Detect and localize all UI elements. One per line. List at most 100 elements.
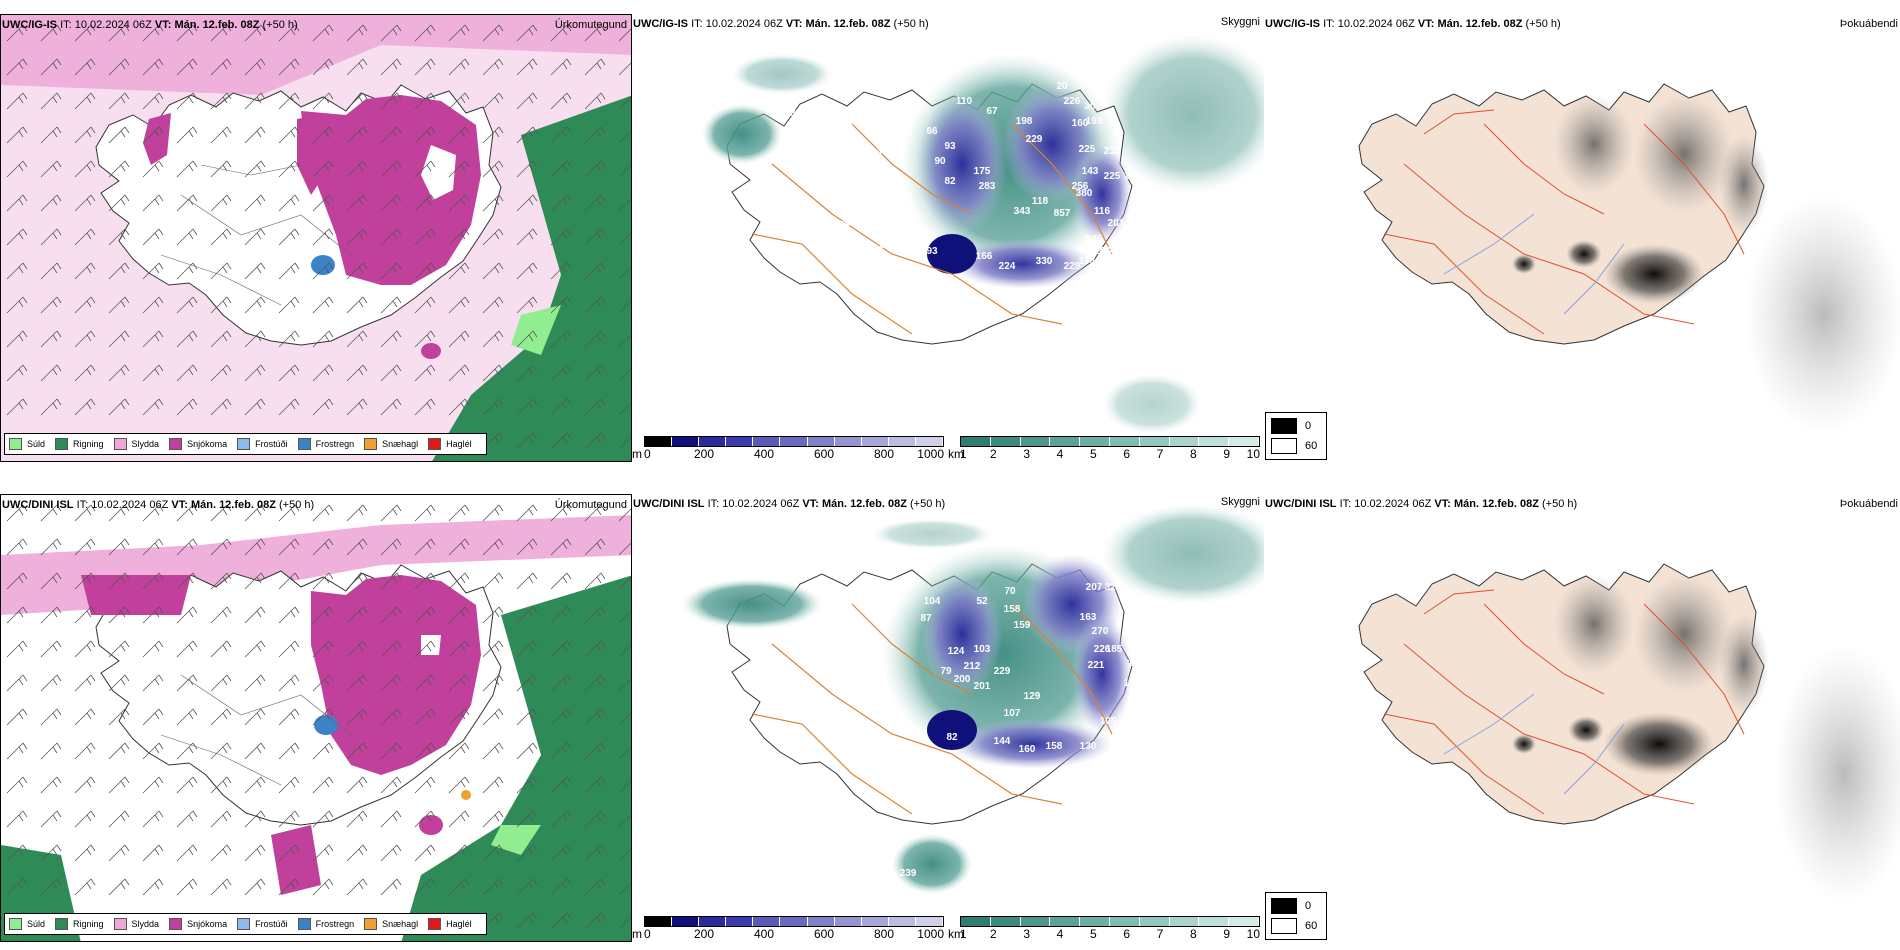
colorbar-cell <box>699 437 727 446</box>
legend-item-frostudi: Frostúði <box>237 918 288 930</box>
colorbar-tick-label: 10 <box>1246 927 1260 941</box>
cloud-top-label: 163 <box>1080 612 1097 623</box>
cloud-top-label: 160 <box>1019 744 1036 755</box>
precip-type-panel-row1: UWC/IG-IS IT: 10.02.2024 06Z VT: Mán. 12… <box>0 14 632 462</box>
cloud-top-label: 164 <box>1128 658 1145 669</box>
colorbar-cell <box>888 917 916 926</box>
cloud-top-label: 144 <box>994 736 1011 747</box>
cloud-top-label: 364 <box>784 634 801 645</box>
cloud-top-label: 224 <box>999 261 1016 272</box>
cloud-top-label: 119 <box>1124 171 1141 182</box>
colorbar-cell <box>1080 437 1110 446</box>
colorbar-tick-label: 1000 <box>917 927 944 941</box>
colorbar-tick-label: 4 <box>1056 447 1064 461</box>
cloud-top-label: 151 <box>1164 654 1181 665</box>
colorbar-tick-label: 400 <box>753 927 775 941</box>
colorbar-tick-label: 800 <box>873 447 895 461</box>
colorbar-tick-label: 0 <box>644 927 651 941</box>
cloud-top-label: 110 <box>956 96 973 107</box>
cloud-top-label: 229 <box>1026 134 1043 145</box>
colorbar-tick-label: 200 <box>693 927 715 941</box>
cloud-top-label: 175 <box>974 166 991 177</box>
colorbar-cell <box>1080 917 1110 926</box>
colorbar-cell <box>780 917 808 926</box>
colorbar-tick-label: 1 <box>960 447 967 461</box>
cloud-top-label: 158 <box>1046 741 1063 752</box>
precip-map-row1 <box>1 15 631 461</box>
cloud-top-label: 225 <box>1079 144 1096 155</box>
cloud-top-label: 20 <box>1056 81 1068 92</box>
cloud-top-label: 221 <box>1088 660 1105 671</box>
panel-title: UWC/IG-IS IT: 10.02.2024 06Z VT: Mán. 12… <box>1265 18 1561 30</box>
cloud-top-label: 226 <box>1064 96 1081 107</box>
colorbar-cell <box>726 917 754 926</box>
cloud-base-colorbar-row2: m 0 200 400 600 800 1000 <box>632 916 944 941</box>
cloud-top-label: 143 <box>1082 166 1099 177</box>
cloud-top-label: 149 <box>1114 246 1131 257</box>
legend-item-snjokoma: Snjókoma <box>169 438 227 450</box>
legend-item-sudl: Súld <box>9 438 45 450</box>
colorbar-cell <box>699 917 727 926</box>
colorbar-cell <box>861 437 889 446</box>
cloud-top-label: 232 <box>1104 146 1121 157</box>
colorbar-cell <box>961 437 991 446</box>
cloud-top-label: 225 <box>1086 234 1103 245</box>
precip-map-row2 <box>1 495 631 941</box>
colorbar-cell <box>672 437 700 446</box>
colorbar-unit: km <box>948 927 964 941</box>
cloud-top-label: 201 <box>1108 218 1125 229</box>
cloud-top-label: 99 <box>890 722 902 733</box>
colorbar-tick-label: 200 <box>693 447 715 461</box>
colorbar-cell <box>1020 437 1051 446</box>
cloud-top-label: 170 <box>1112 258 1129 269</box>
colorbar-cell <box>861 917 889 926</box>
colorbar-cell <box>645 437 673 446</box>
cloud-top-label: 103 <box>974 644 991 655</box>
colorbar-tick-label: 1000 <box>917 447 944 461</box>
cloud-top-label: 151 <box>1156 724 1173 735</box>
colorbar-cell <box>1139 437 1170 446</box>
cloud-top-label: 208 <box>1139 184 1156 195</box>
colorbar-cell <box>807 437 835 446</box>
legend-item-rigning: Rigning <box>55 918 104 930</box>
colorbar-tick-label: 600 <box>813 927 835 941</box>
legend-item-sudl: Súld <box>9 918 45 930</box>
cloud-top-label: 154 <box>1099 246 1116 257</box>
precip-legend: Súld Rigning Slydda Snjókoma Frostúði Fr… <box>4 913 487 935</box>
colorbar-cell <box>1050 437 1081 446</box>
fog-map-row1 <box>1358 83 1900 434</box>
fog-legend-item: 60 <box>1271 918 1317 934</box>
cloud-top-label: 75 <box>838 220 850 231</box>
cloud-top-label: 857 <box>1054 208 1071 219</box>
legend-item-snaehagl: Snæhagl <box>364 918 418 930</box>
cloud-top-label: 380 <box>1076 188 1093 199</box>
colorbar-cell <box>1169 437 1200 446</box>
panel-name: Skyggni <box>1220 16 1260 28</box>
colorbar-cell <box>990 917 1021 926</box>
colorbar-cell <box>780 437 808 446</box>
panel-title: UWC/IG-IS IT: 10.02.2024 06Z VT: Mán. 12… <box>2 19 298 31</box>
colorbar-tick-label: 9 <box>1223 927 1230 941</box>
colorbar-cell <box>1229 917 1259 926</box>
colorbar-cell <box>726 437 754 446</box>
cloud-base-colorbar-row1: m 0 200 400 600 800 1000 <box>632 436 944 461</box>
cloud-top-label: 66 <box>926 126 938 137</box>
colorbar-tick-label: 4 <box>1056 927 1064 941</box>
colorbar-cell <box>1020 917 1051 926</box>
panel-title: UWC/IG-IS IT: 10.02.2024 06Z VT: Mán. 12… <box>633 18 929 30</box>
colorbar-unit: m <box>632 447 642 461</box>
colorbar-cell <box>888 437 916 446</box>
cloud-top-label: 32 <box>1104 582 1116 593</box>
fog-map-row2 <box>1358 563 1900 904</box>
cloud-top-label: 67 <box>986 106 998 117</box>
panel-title: UWC/DINI ISL IT: 10.02.2024 06Z VT: Mán.… <box>1265 498 1578 510</box>
cloud-top-label: 255 <box>1144 661 1161 672</box>
cloud-top-label: 107 <box>1004 708 1021 719</box>
legend-item-slydda: Slydda <box>113 918 159 930</box>
cloud-top-label: 229 <box>994 666 1011 677</box>
precip-legend: Súld Rigning Slydda Snjókoma Frostúði Fr… <box>4 433 487 455</box>
cloud-top-label: 198 <box>1016 116 1033 127</box>
panel-name: Þokuábendi <box>1839 498 1898 510</box>
